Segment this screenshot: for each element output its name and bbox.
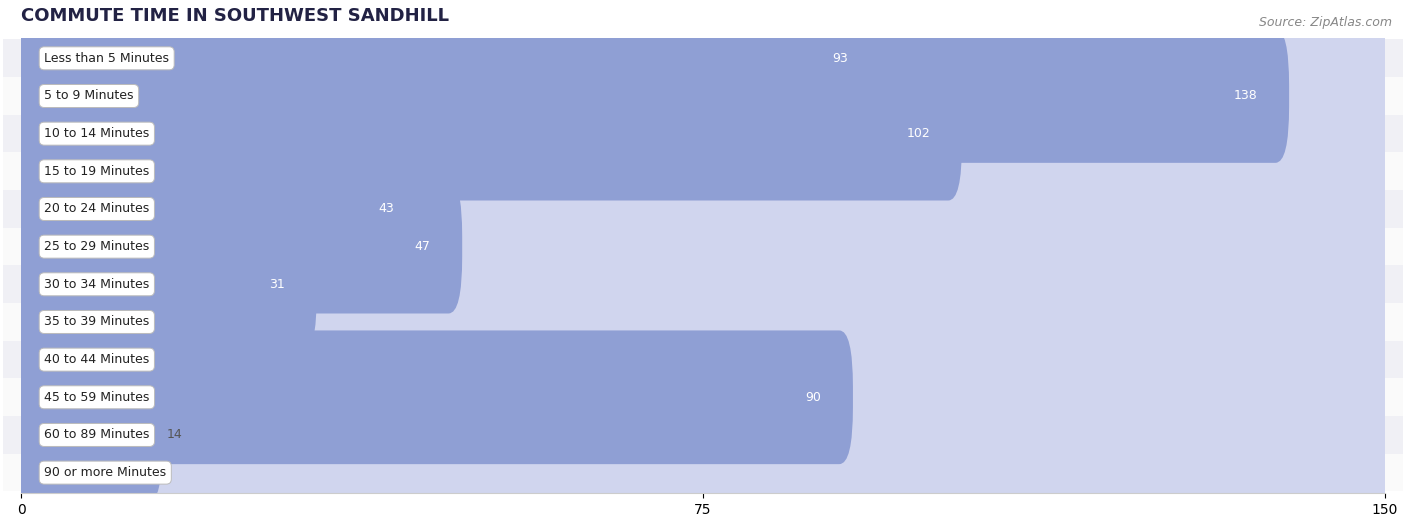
Text: 60 to 89 Minutes: 60 to 89 Minutes <box>44 429 149 441</box>
FancyBboxPatch shape <box>8 217 1398 351</box>
FancyBboxPatch shape <box>8 293 80 427</box>
Text: 90 or more Minutes: 90 or more Minutes <box>44 466 166 479</box>
Bar <box>3 416 1403 454</box>
Text: 93: 93 <box>832 52 848 65</box>
FancyBboxPatch shape <box>8 331 853 464</box>
Bar <box>3 190 1403 228</box>
FancyBboxPatch shape <box>8 142 1398 276</box>
FancyBboxPatch shape <box>8 67 962 201</box>
Text: 5: 5 <box>86 353 93 366</box>
Text: 10 to 14 Minutes: 10 to 14 Minutes <box>44 127 149 140</box>
Bar <box>3 303 1403 341</box>
FancyBboxPatch shape <box>8 180 463 313</box>
FancyBboxPatch shape <box>8 29 1398 163</box>
Text: 0: 0 <box>39 315 48 329</box>
Bar <box>3 77 1403 115</box>
Text: 40 to 44 Minutes: 40 to 44 Minutes <box>44 353 149 366</box>
FancyBboxPatch shape <box>8 368 1398 502</box>
Bar <box>3 39 1403 77</box>
Text: 138: 138 <box>1233 90 1257 103</box>
FancyBboxPatch shape <box>8 180 1398 313</box>
Bar <box>3 454 1403 492</box>
Text: 14: 14 <box>167 429 183 441</box>
Text: 90: 90 <box>806 391 821 404</box>
FancyBboxPatch shape <box>8 29 1289 163</box>
Text: 20 to 24 Minutes: 20 to 24 Minutes <box>44 202 149 215</box>
FancyBboxPatch shape <box>8 142 426 276</box>
FancyBboxPatch shape <box>8 406 1398 524</box>
Text: 30 to 34 Minutes: 30 to 34 Minutes <box>44 278 149 291</box>
Text: 45 to 59 Minutes: 45 to 59 Minutes <box>44 391 149 404</box>
Text: 25 to 29 Minutes: 25 to 29 Minutes <box>44 240 149 253</box>
Text: 35 to 39 Minutes: 35 to 39 Minutes <box>44 315 149 329</box>
Text: 6: 6 <box>94 165 103 178</box>
Text: 31: 31 <box>269 278 285 291</box>
Bar <box>3 341 1403 378</box>
Bar <box>3 115 1403 152</box>
Text: 0: 0 <box>39 466 48 479</box>
FancyBboxPatch shape <box>8 293 1398 427</box>
FancyBboxPatch shape <box>8 104 1398 238</box>
Text: COMMUTE TIME IN SOUTHWEST SANDHILL: COMMUTE TIME IN SOUTHWEST SANDHILL <box>21 7 450 25</box>
FancyBboxPatch shape <box>8 368 162 502</box>
FancyBboxPatch shape <box>8 331 1398 464</box>
FancyBboxPatch shape <box>8 217 316 351</box>
FancyBboxPatch shape <box>8 0 1398 125</box>
FancyBboxPatch shape <box>8 255 1398 389</box>
Text: 15 to 19 Minutes: 15 to 19 Minutes <box>44 165 149 178</box>
Text: 102: 102 <box>907 127 931 140</box>
Text: 5 to 9 Minutes: 5 to 9 Minutes <box>44 90 134 103</box>
Text: Source: ZipAtlas.com: Source: ZipAtlas.com <box>1258 16 1392 29</box>
Text: Less than 5 Minutes: Less than 5 Minutes <box>44 52 169 65</box>
FancyBboxPatch shape <box>8 104 90 238</box>
FancyBboxPatch shape <box>8 67 1398 201</box>
Bar <box>3 378 1403 416</box>
Bar <box>3 266 1403 303</box>
FancyBboxPatch shape <box>8 0 880 125</box>
Text: 43: 43 <box>378 202 394 215</box>
Bar <box>3 228 1403 266</box>
Bar <box>3 152 1403 190</box>
Text: 47: 47 <box>415 240 430 253</box>
